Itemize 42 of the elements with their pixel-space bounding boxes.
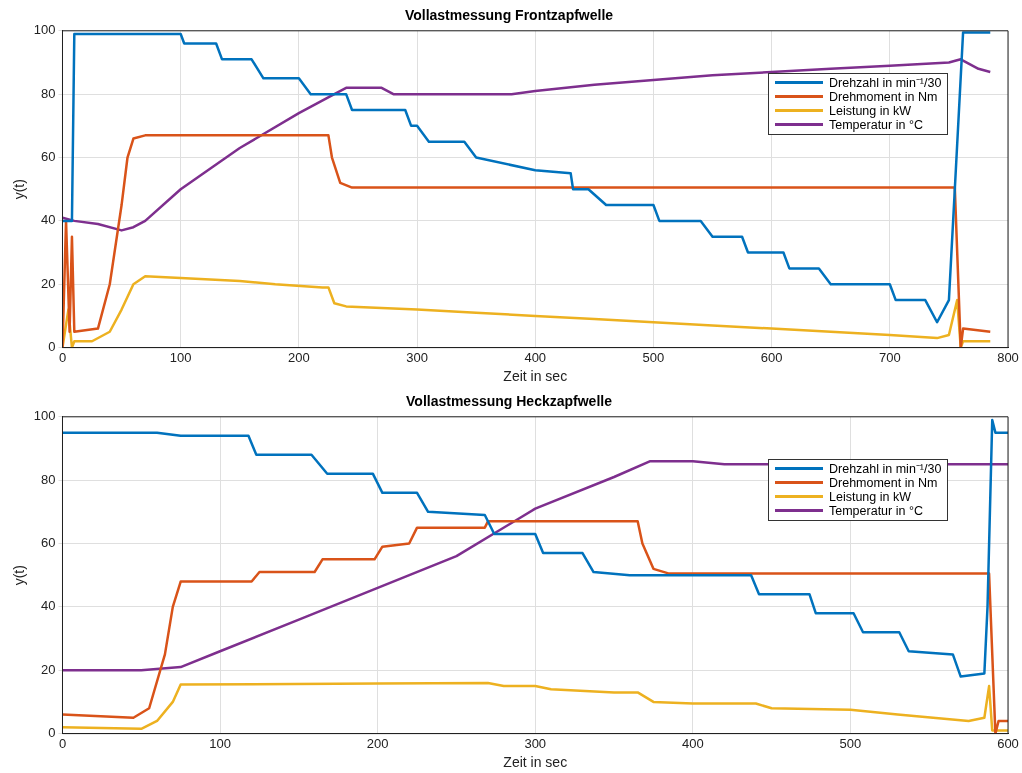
x-tick-label: 300: [524, 735, 547, 751]
y-tick-label: 60: [41, 535, 56, 551]
y-tick-label: 100: [33, 22, 56, 38]
x-tick-label: 0: [58, 349, 67, 365]
x-tick-label: 400: [681, 735, 704, 751]
y-tick-label: 0: [48, 339, 56, 355]
x-tick-label: 600: [997, 735, 1019, 751]
y-axis-title: y(t): [11, 179, 28, 200]
x-tick-label: 200: [366, 735, 389, 751]
y-tick-label: 40: [41, 212, 56, 228]
legend-label: Drehzahl in min⁻¹/30: [829, 461, 942, 476]
legend-label: Temperatur in °C: [829, 503, 923, 518]
y-tick-label: 60: [41, 149, 56, 165]
y-tick-label: 40: [41, 598, 56, 614]
y-tick-label: 80: [41, 85, 56, 101]
legend-label: Leistung in kW: [829, 103, 911, 118]
legend-label: Drehmoment in Nm: [829, 475, 938, 490]
x-tick-label: 0: [58, 735, 67, 751]
x-tick-label: 300: [406, 349, 428, 365]
legend-label: Temperatur in °C: [829, 117, 923, 132]
x-tick-label: 100: [209, 735, 231, 751]
x-axis-title: Zeit in sec: [503, 754, 568, 771]
y-axis-title: y(t): [11, 565, 28, 586]
y-tick-label: 100: [33, 408, 56, 424]
legend-label: Leistung in kW: [829, 489, 911, 504]
x-tick-label: 800: [997, 349, 1019, 365]
x-tick-label: 500: [642, 349, 665, 365]
y-tick-label: 80: [41, 471, 56, 487]
y-tick-label: 0: [48, 725, 56, 741]
chart-title: Vollastmessung Frontzapfwelle: [404, 7, 614, 24]
x-tick-label: 100: [169, 349, 192, 365]
x-tick-label: 600: [760, 349, 783, 365]
x-tick-label: 500: [839, 735, 862, 751]
legend-label: Drehmoment in Nm: [829, 89, 938, 104]
y-tick-label: 20: [41, 661, 56, 677]
x-tick-label: 200: [288, 349, 310, 365]
x-tick-label: 400: [524, 349, 547, 365]
x-tick-label: 700: [878, 349, 901, 365]
chart-title: Vollastmessung Heckzapfwelle: [406, 393, 613, 410]
x-axis-title: Zeit in sec: [503, 368, 568, 385]
y-tick-label: 20: [41, 275, 56, 291]
legend-label: Drehzahl in min⁻¹/30: [829, 75, 942, 90]
